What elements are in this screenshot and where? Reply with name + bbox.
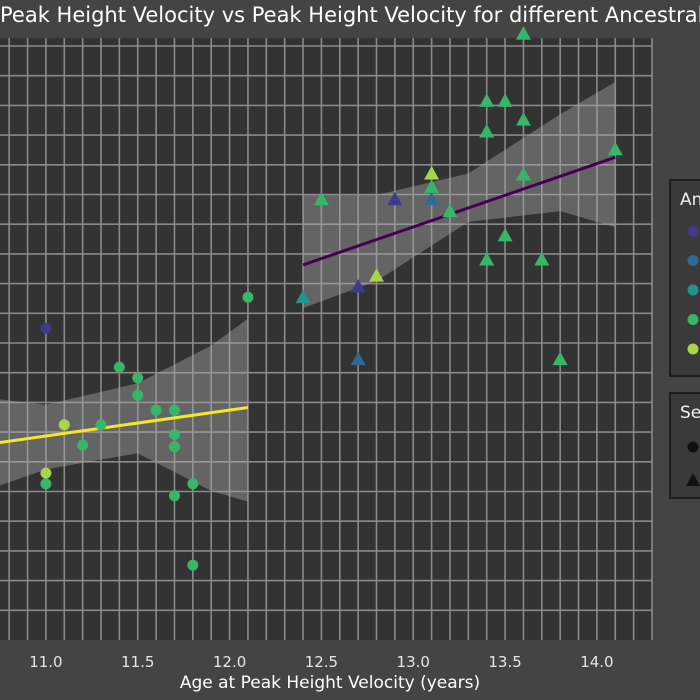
legend-sex-triangle-marker [686, 473, 700, 486]
confidence-bands [0, 82, 616, 502]
data-points [40, 26, 623, 571]
data-point-triangle [442, 203, 458, 218]
confidence-band-2 [303, 82, 616, 308]
fit-line-2 [302, 155, 616, 267]
x-tick-labels: 11.0 11.5 12.0 12.5 13.0 13.5 14.0 [29, 653, 613, 671]
confidence-band-1 [0, 318, 248, 502]
data-point-triangle [479, 252, 495, 266]
legend-ancestry-marker [687, 255, 699, 266]
data-point-triangle [424, 191, 440, 206]
data-point-circle [187, 559, 199, 571]
data-point-triangle [387, 191, 403, 206]
data-point-triangle [607, 141, 623, 156]
data-point-circle [168, 441, 180, 453]
data-point-triangle [350, 278, 366, 293]
legend-ancestry-marker [687, 284, 699, 296]
data-point-circle [132, 372, 144, 384]
data-point-triangle [497, 227, 513, 242]
legend-sex-circle-marker [687, 441, 699, 453]
data-point-triangle [350, 351, 366, 366]
data-point-circle [40, 322, 52, 334]
x-tick-label: 12.0 [213, 653, 246, 671]
data-point-circle [77, 439, 89, 451]
data-point-circle [242, 291, 254, 303]
data-point-circle [95, 419, 107, 431]
chart-title: Peak Height Velocity vs Peak Height Velo… [0, 3, 700, 27]
x-tick-label: 11.5 [121, 653, 154, 671]
x-tick-label: 12.5 [305, 653, 338, 671]
data-point-triangle [369, 268, 385, 282]
data-point-circle [150, 404, 162, 416]
data-point-triangle [497, 93, 513, 107]
x-tick-label: 13.0 [397, 653, 430, 671]
data-point-triangle [515, 112, 531, 126]
plot-area [0, 38, 652, 640]
data-point-circle [168, 490, 180, 502]
data-point-triangle [479, 123, 495, 138]
legend-sex: Se [669, 392, 700, 499]
legend-ancestry-marker [687, 343, 699, 355]
fit-lines [0, 155, 616, 444]
fit-line-1 [0, 406, 249, 444]
legend-ancestry-marker [687, 314, 699, 325]
data-point-triangle [515, 167, 531, 181]
data-point-circle [168, 428, 180, 440]
data-point-triangle [424, 179, 440, 193]
legend-ancestry-marker [687, 225, 699, 237]
data-point-triangle [552, 351, 568, 366]
data-point-circle [168, 404, 180, 416]
legend-sex-title: Se [680, 403, 700, 423]
x-axis-label: Age at Peak Height Velocity (years) [180, 673, 480, 693]
data-point-circle [132, 389, 144, 401]
data-point-circle [187, 478, 199, 490]
data-point-circle [113, 361, 125, 373]
x-tick-label: 13.5 [488, 653, 521, 671]
data-point-triangle [295, 289, 311, 304]
data-point-triangle [534, 252, 550, 266]
data-point-triangle [515, 26, 531, 40]
x-tick-label: 14.0 [580, 653, 613, 671]
data-point-circle [40, 467, 52, 479]
x-tick-label: 11.0 [29, 653, 62, 671]
data-point-triangle [479, 93, 495, 107]
legend-ancestry-box [669, 179, 700, 377]
data-point-triangle [424, 165, 440, 180]
legend-ancestry: An [669, 179, 700, 377]
grid [0, 38, 653, 640]
data-point-circle [40, 478, 52, 490]
data-point-circle [58, 419, 70, 431]
legend-ancestry-title: An [680, 190, 700, 210]
data-point-triangle [313, 191, 329, 206]
